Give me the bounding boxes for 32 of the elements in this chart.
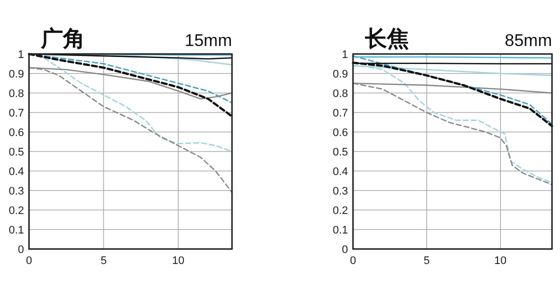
y-tick-label: 0 bbox=[342, 244, 348, 256]
y-tick-label: 0.2 bbox=[8, 205, 24, 217]
y-tick-label: 0.1 bbox=[332, 224, 348, 236]
y-tick-label: 0.1 bbox=[8, 224, 24, 236]
y-tick-label: 1 bbox=[342, 49, 348, 61]
y-tick-label: 0.9 bbox=[332, 68, 348, 80]
y-tick-label: 0.7 bbox=[8, 108, 24, 120]
x-tick-label: 5 bbox=[100, 255, 107, 267]
y-tick-label: 0 bbox=[18, 244, 24, 256]
y-tick-label: 0.7 bbox=[332, 108, 348, 120]
y-tick-label: 0.2 bbox=[332, 205, 348, 217]
chart-subtitle: 15mm bbox=[184, 31, 232, 50]
x-tick-label: 10 bbox=[494, 255, 507, 267]
chart-title: 广角 bbox=[40, 26, 85, 51]
y-tick-label: 0.4 bbox=[332, 166, 348, 178]
y-tick-label: 0.6 bbox=[8, 127, 24, 139]
y-tick-label: 0.9 bbox=[8, 68, 24, 80]
y-tick-label: 0.4 bbox=[8, 166, 24, 178]
y-tick-label: 0.3 bbox=[8, 186, 24, 198]
x-tick-label: 10 bbox=[172, 255, 184, 267]
x-tick-label: 5 bbox=[424, 255, 430, 267]
chart-title: 长焦 bbox=[364, 26, 409, 51]
y-tick-label: 0.8 bbox=[8, 88, 24, 100]
x-tick-label: 0 bbox=[350, 255, 356, 267]
y-tick-label: 1 bbox=[18, 49, 24, 61]
chart-subtitle: 85mm bbox=[504, 31, 552, 50]
x-tick-label: 0 bbox=[26, 255, 32, 267]
y-tick-label: 0.5 bbox=[332, 146, 348, 158]
y-tick-label: 0.3 bbox=[332, 186, 348, 198]
y-tick-label: 0.6 bbox=[332, 127, 348, 139]
y-tick-label: 0.5 bbox=[8, 146, 24, 158]
y-tick-label: 0.8 bbox=[332, 88, 348, 100]
